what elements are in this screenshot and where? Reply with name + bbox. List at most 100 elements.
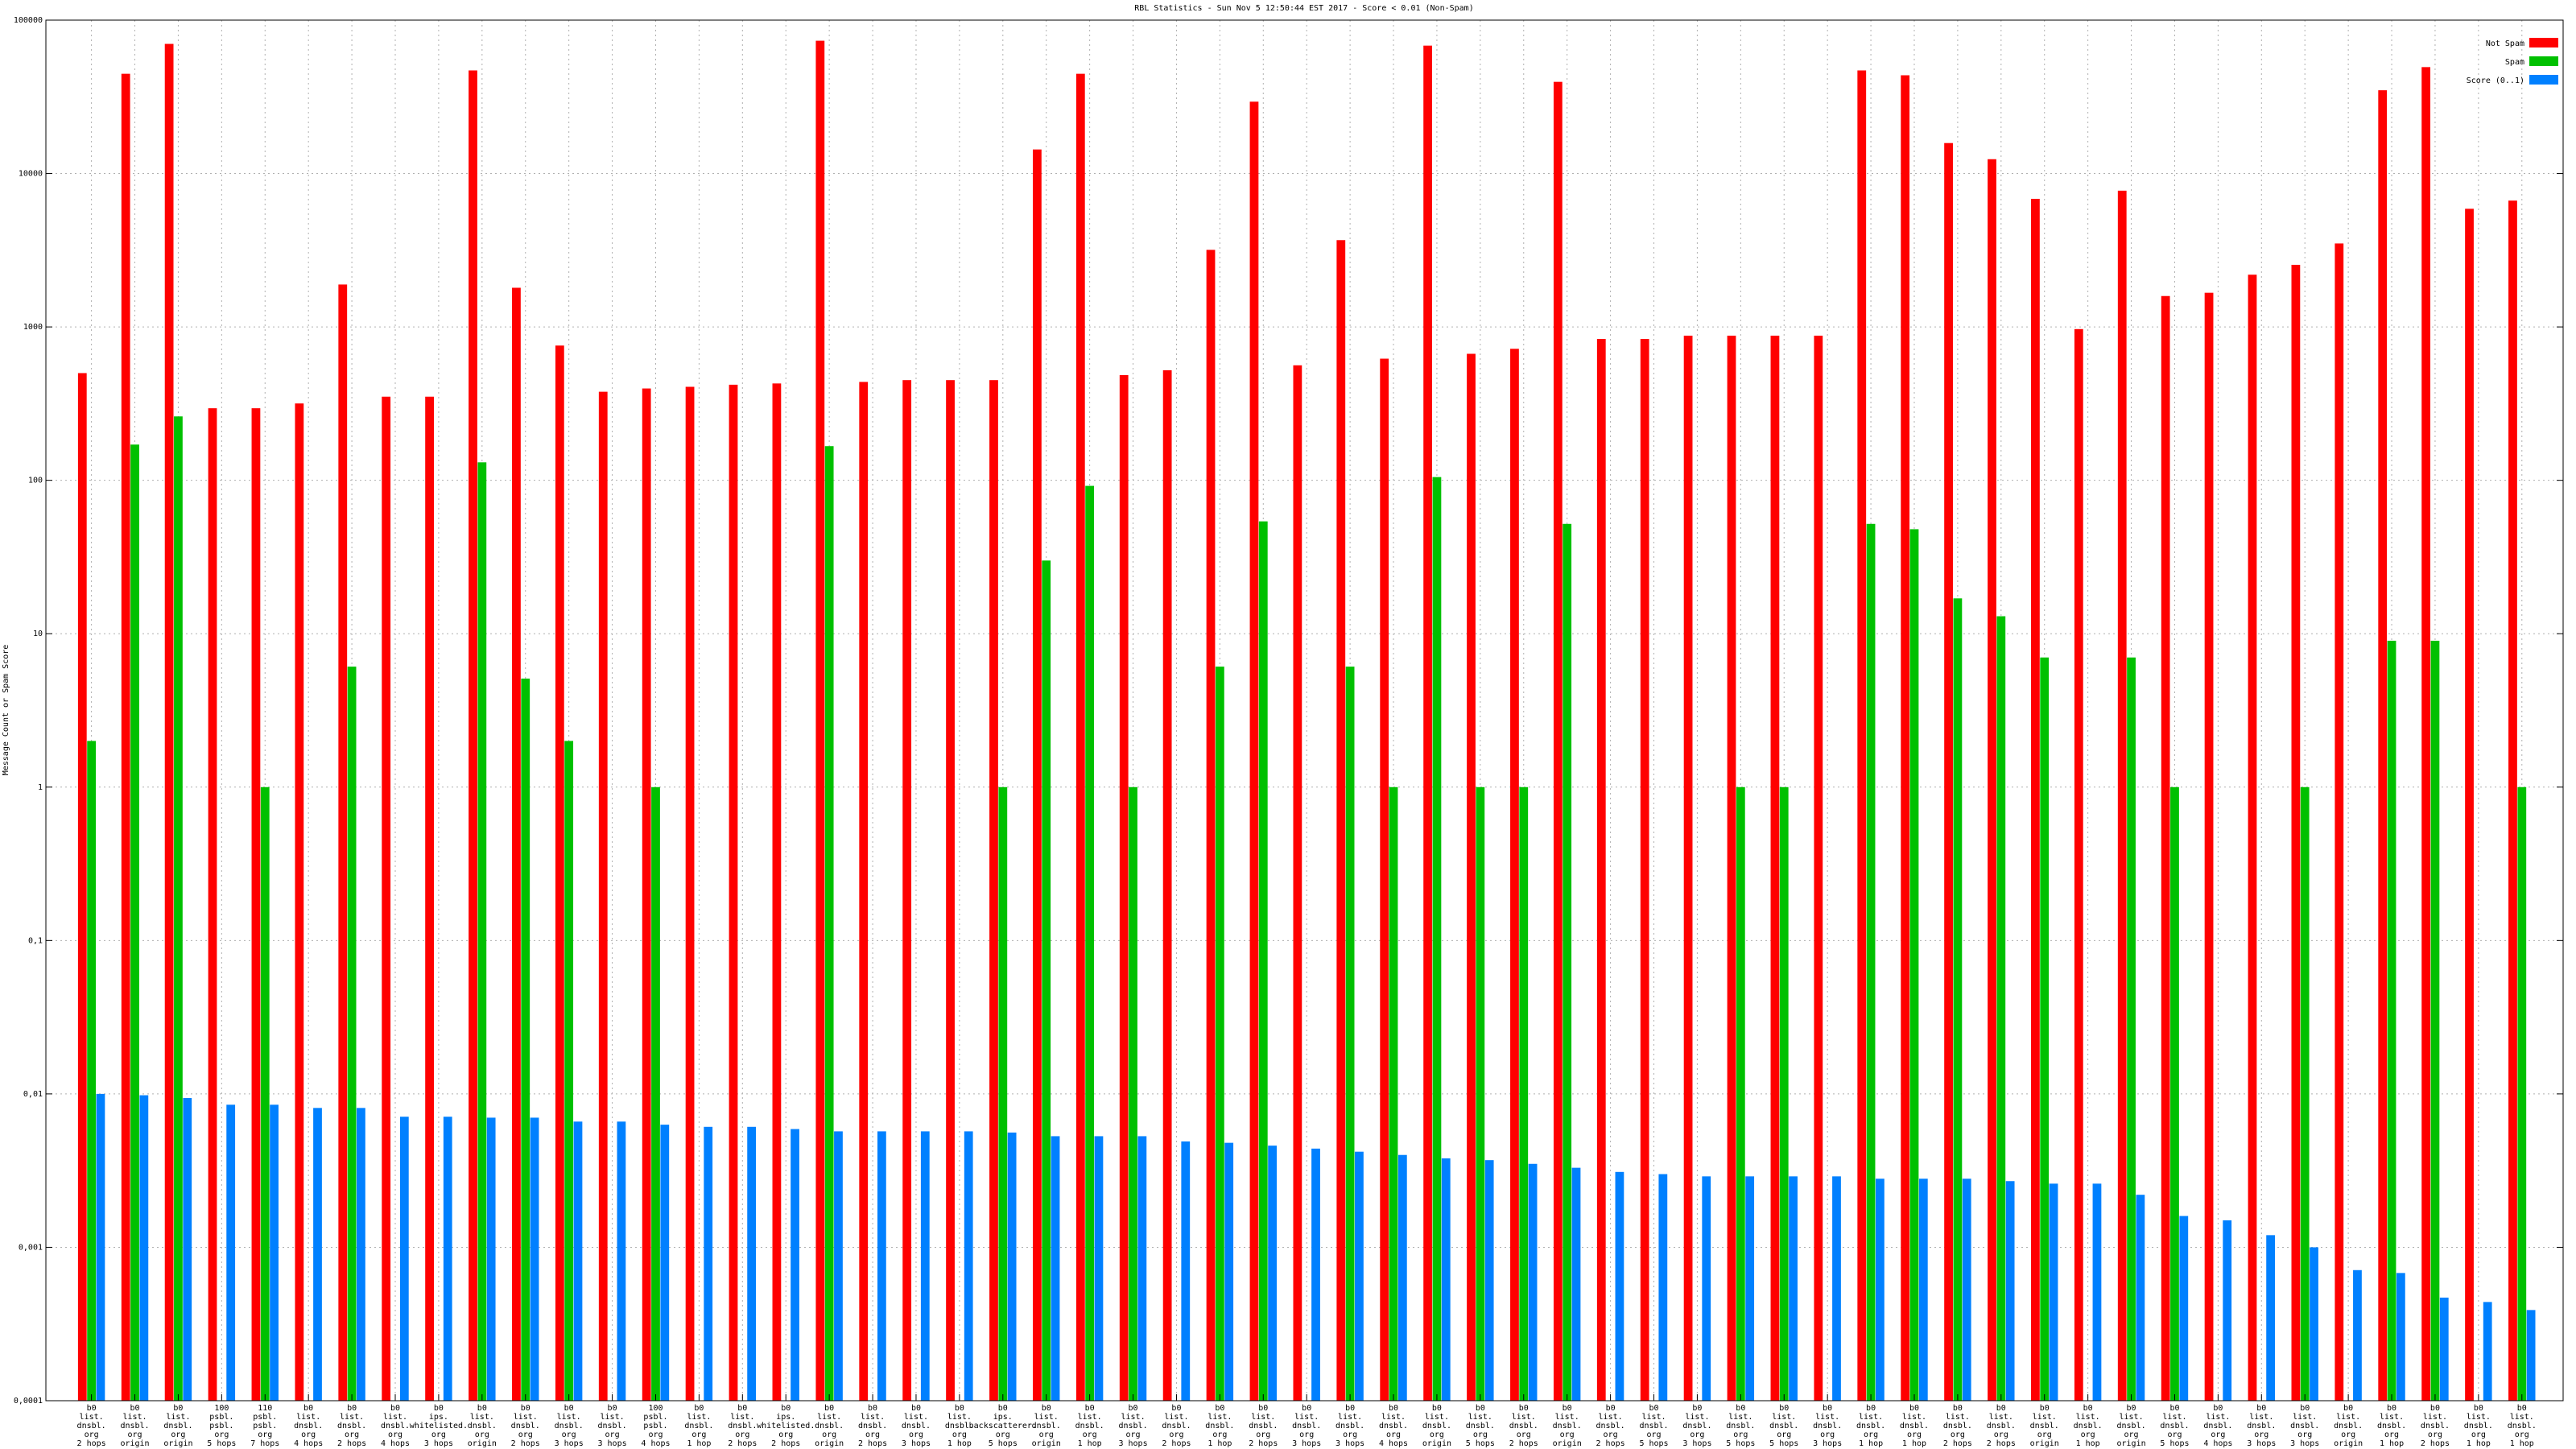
x-tick-label-line: dnsbl. (858, 1422, 887, 1430)
x-tick-label-line: list. (1685, 1413, 1709, 1422)
x-tick-label-line: psbl. (643, 1413, 667, 1422)
x-tick-label-line: psbl. (209, 1422, 233, 1430)
x-tick-label-line: org (2428, 1430, 2442, 1439)
x-tick-label-line: dnsbl. (1422, 1422, 1451, 1430)
x-tick-label-line: list. (1121, 1413, 1145, 1422)
x-tick-label-line: org (431, 1430, 446, 1439)
x-tick-label-line: 3 hops (598, 1439, 627, 1448)
y-tick-label: 0,1 (28, 936, 43, 945)
x-tick-label-line: b0 (1866, 1404, 1876, 1413)
x-tick-label: 110 psbl. psbl. org 7 hops (250, 1404, 279, 1448)
x-tick-label-line: b0 (390, 1404, 400, 1413)
x-tick-label: b0 ips. whitelisted. org 2 hops (757, 1404, 815, 1448)
x-tick-label-line: list. (947, 1413, 972, 1422)
bar (486, 1117, 496, 1401)
x-tick-label-line: b0 (1736, 1404, 1745, 1413)
bar (1832, 1176, 1841, 1401)
bar (1432, 477, 1442, 1401)
bar (2508, 200, 2517, 1402)
x-tick-label-line: 1 hop (1902, 1439, 1926, 1448)
bar (704, 1126, 713, 1401)
bar (1615, 1171, 1624, 1401)
bar (1727, 335, 1736, 1401)
x-tick-label-line: org (1820, 1430, 1835, 1439)
x-tick-label: b0 list. dnsbl. org 4 hops (2203, 1404, 2232, 1448)
legend-swatch (2529, 75, 2558, 85)
x-tick-label-line: list. (601, 1413, 625, 1422)
bar (834, 1131, 843, 1401)
x-tick-label: b0 list. dnsbl. org 2 hops (1249, 1404, 1278, 1448)
x-tick-label-line: org (996, 1430, 1010, 1439)
x-tick-label: b0 list. dnsbl. org 3 hops (555, 1404, 584, 1448)
x-tick-label: b0 list. dnsbl. org 1 hop (945, 1404, 974, 1448)
x-tick-label-line: list. (122, 1413, 147, 1422)
x-tick-label-line: b0 (1909, 1404, 1919, 1413)
x-tick-label-line: 5 hops (1466, 1439, 1495, 1448)
x-tick-label: b0 list. dnsbl. org origin (1032, 1404, 1061, 1448)
x-tick-label-line: b0 (2300, 1404, 2310, 1413)
x-tick-label-line: org (909, 1430, 923, 1439)
x-tick-label-line: b0 (1302, 1404, 1311, 1413)
x-tick-label: b0 list. dnsbl. org 1 hop (1856, 1404, 1885, 1448)
x-tick-label-line: b0 (868, 1404, 877, 1413)
bar (521, 678, 530, 1401)
x-tick-label-line: list. (1989, 1413, 2013, 1422)
legend-swatch (2529, 38, 2558, 47)
x-tick-label-line: list. (2423, 1413, 2447, 1422)
x-tick-label-line: b0 (955, 1404, 964, 1413)
bar (2483, 1302, 2492, 1401)
x-tick-label-line: list. (514, 1413, 538, 1422)
bar (555, 345, 564, 1401)
x-tick-label-line: dnsbl. (120, 1422, 149, 1430)
x-tick-label-line: dnsbl. (1987, 1422, 2016, 1430)
x-tick-label-line: org (1083, 1430, 1097, 1439)
x-tick-label-line: org (1777, 1430, 1791, 1439)
x-tick-label-line: list. (296, 1413, 320, 1422)
bar (347, 667, 357, 1401)
x-tick-label-line: org (1126, 1430, 1141, 1439)
x-tick-label-line: origin (2334, 1439, 2363, 1448)
x-tick-label-line: 4 hops (294, 1439, 323, 1448)
x-tick-label: b0 list. dnsbl. org origin (120, 1404, 149, 1448)
bar (2517, 786, 2527, 1401)
x-tick-label-line: dnsbl. (1075, 1422, 1104, 1430)
x-tick-label-line: list. (2293, 1413, 2317, 1422)
x-tick-label-line: org (127, 1430, 142, 1439)
x-tick-label-line: 3 hops (2290, 1439, 2319, 1448)
x-tick-label-line: 2 hops (1162, 1439, 1191, 1448)
bar (1528, 1163, 1538, 1401)
x-tick-label: b0 list. dnsbl. org 3 hops (598, 1404, 627, 1448)
x-tick-label: b0 list. dnsbl. org 3 hops (1813, 1404, 1842, 1448)
x-tick-label-line: 1 hop (2510, 1439, 2534, 1448)
x-tick-label-line: 2 hops (1596, 1439, 1625, 1448)
x-tick-label-line: org (258, 1430, 272, 1439)
x-tick-label-line: list. (1859, 1413, 1883, 1422)
bar (1476, 786, 1485, 1401)
x-tick-label-line: list. (470, 1413, 494, 1422)
x-tick-label-line: org (2341, 1430, 2355, 1439)
bar (2465, 208, 2474, 1402)
x-tick-label-line: b0 (1692, 1404, 1702, 1413)
bar (998, 786, 1008, 1401)
x-tick-label-line: 3 hops (1813, 1439, 1842, 1448)
bar (920, 1131, 930, 1401)
x-tick-label-line: org (2167, 1430, 2182, 1439)
x-tick-label: b0 list. dnsbl. org 1 hop (2508, 1404, 2537, 1448)
bar (121, 73, 130, 1401)
x-tick-label: b0 list. dnsbl. org origin (815, 1404, 844, 1448)
bar (989, 380, 998, 1402)
x-tick-label-line: b0 (477, 1404, 487, 1413)
x-tick-label-line: org (562, 1430, 576, 1439)
x-tick-label-line: b0 (1779, 1404, 1789, 1413)
bar (130, 444, 139, 1401)
x-tick-label-line: b0 (1345, 1404, 1355, 1413)
x-tick-label-line: list. (1728, 1413, 1752, 1422)
x-tick-label-line: dnsbl. (511, 1422, 540, 1430)
bar (1085, 485, 1095, 1401)
bar (313, 1108, 322, 1401)
x-tick-label: b0 list. dnsbl. org 2 hops (1943, 1404, 1972, 1448)
bar (2310, 1247, 2318, 1401)
bar (1770, 335, 1780, 1401)
x-tick-label-line: dnsbl. (2203, 1422, 2232, 1430)
x-tick-label: b0 list. dnsbl. org 3 hops (1292, 1404, 1321, 1448)
